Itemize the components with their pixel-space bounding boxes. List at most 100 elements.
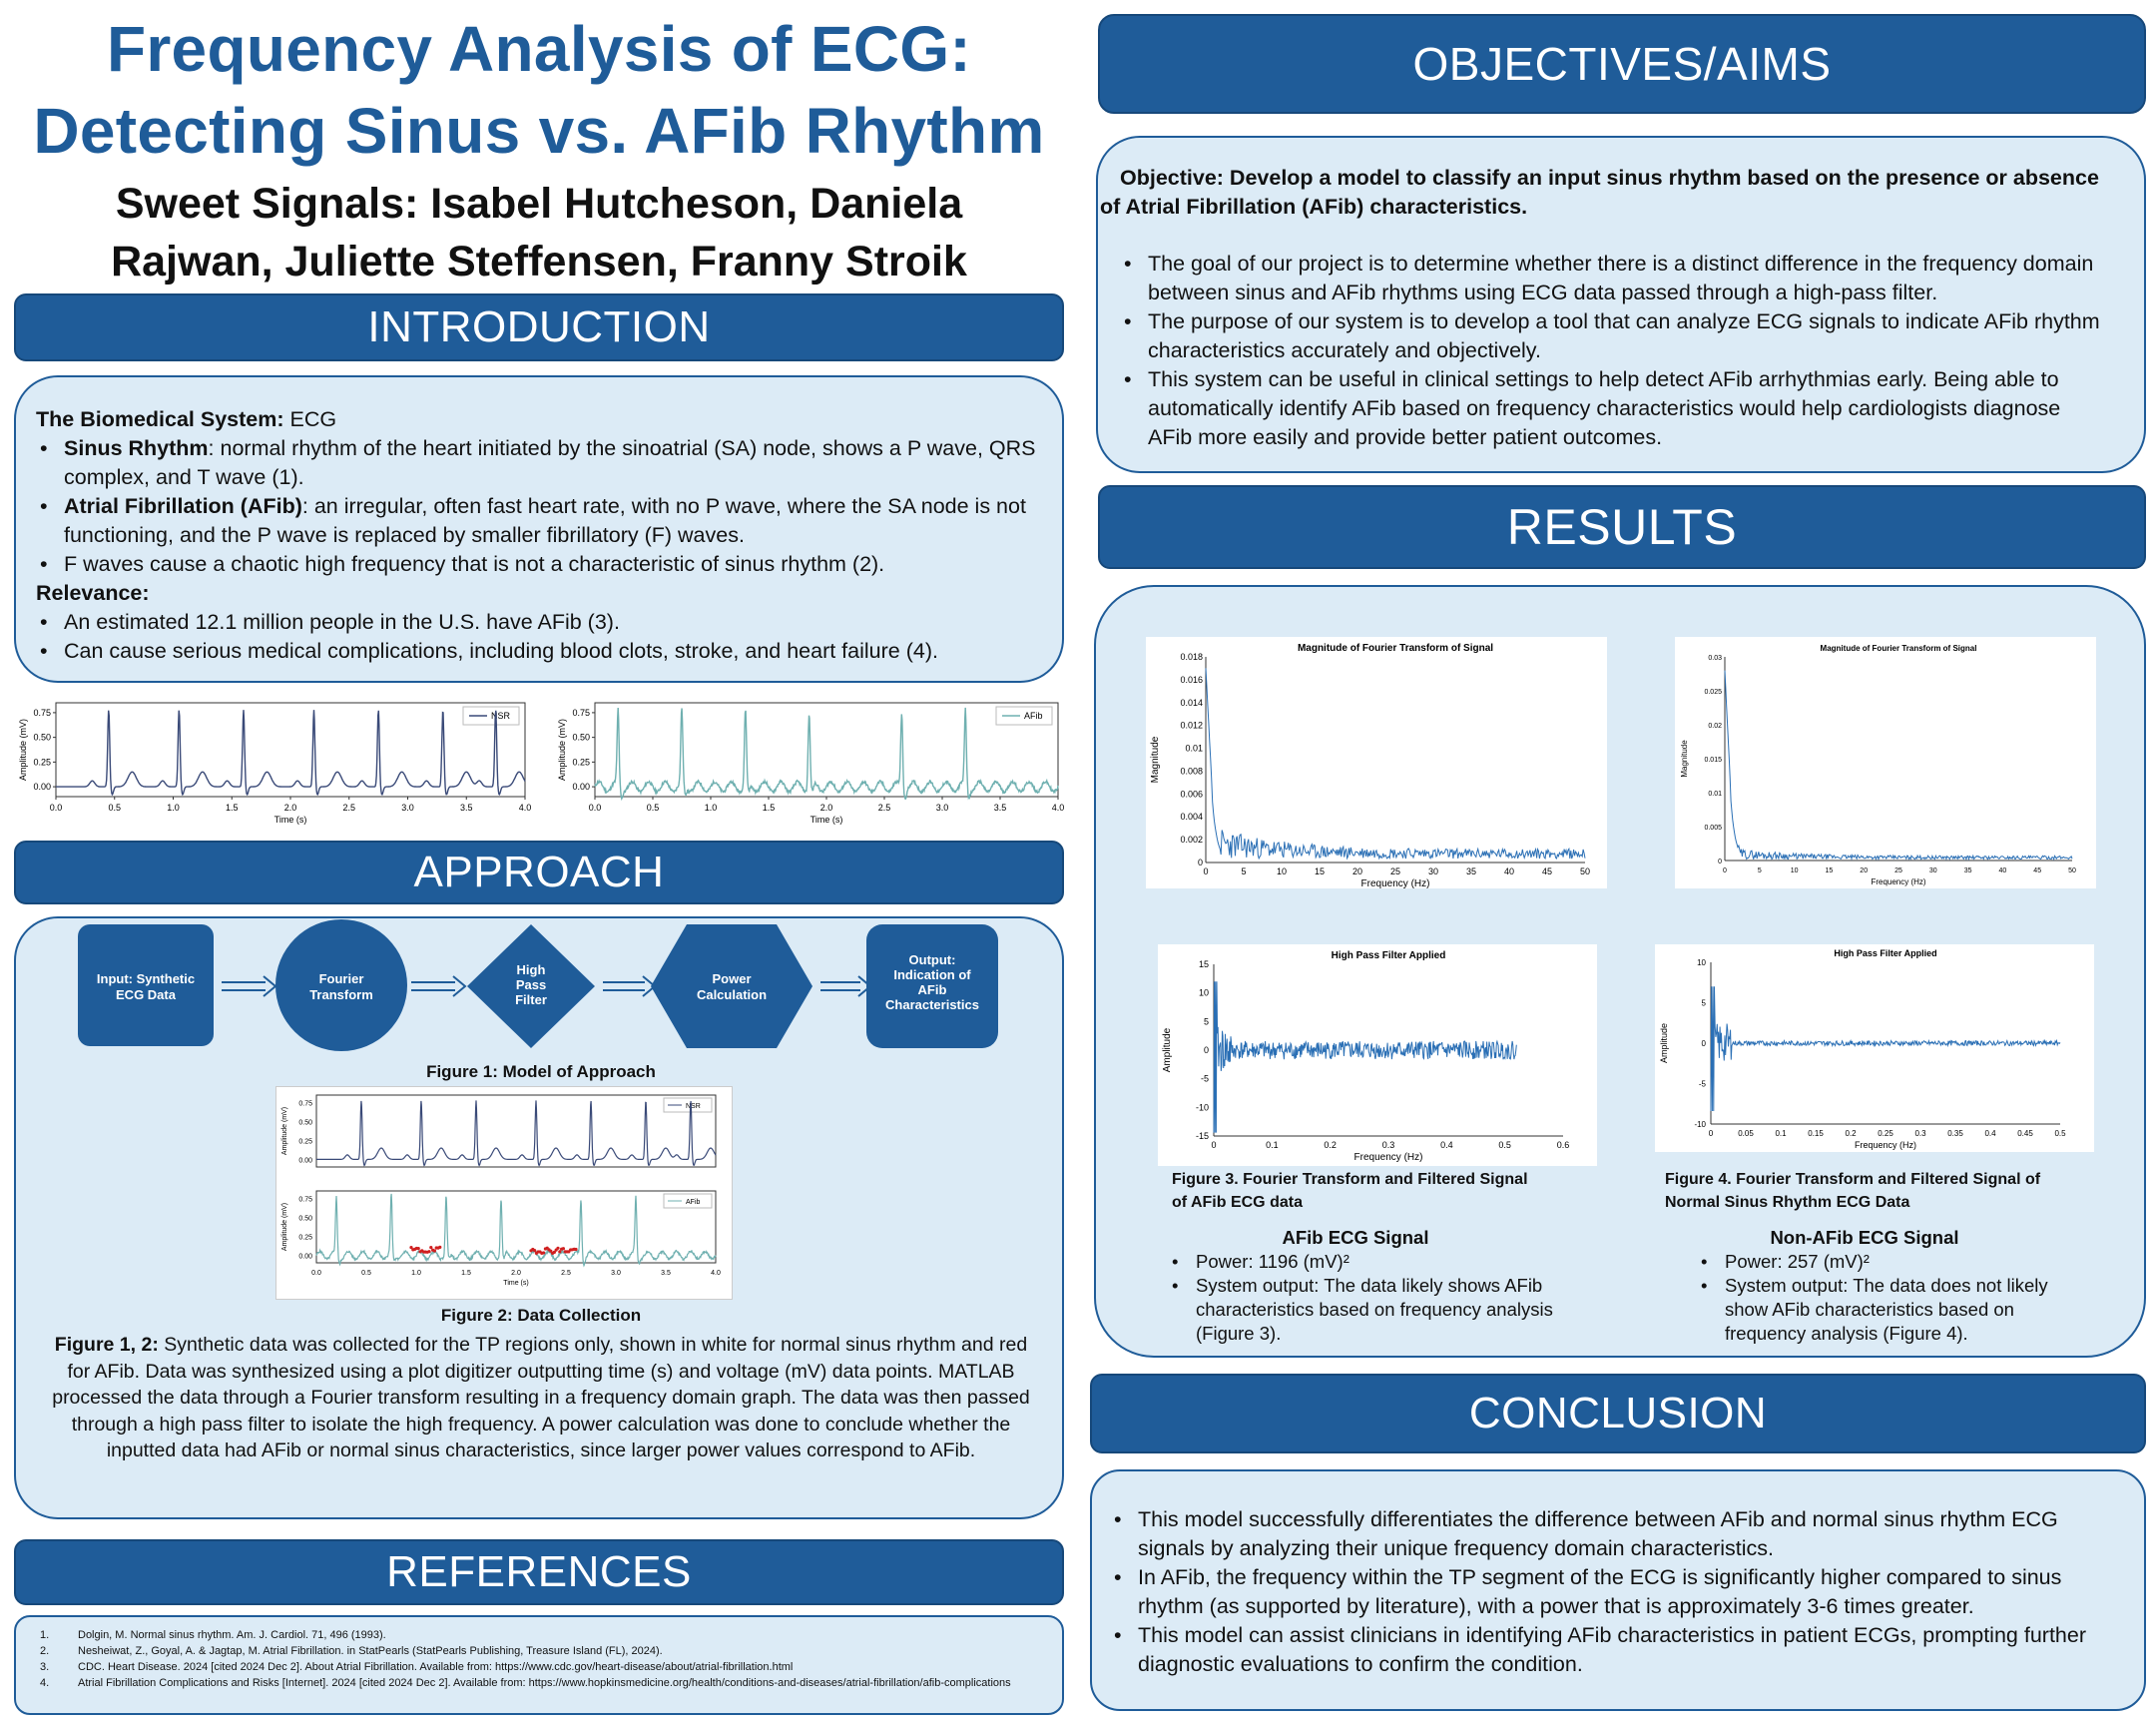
y-tick-label: 0.00 — [33, 782, 51, 792]
objective-bullet: This system can be useful in clinical se… — [1120, 365, 2104, 452]
x-tick-label: 2.0 — [820, 803, 833, 813]
y-tick-label: 0.75 — [572, 708, 590, 718]
y-tick-label: 5 — [1702, 999, 1707, 1008]
reference-item: 2. Nesheiwat, Z., Goyal, A. & Jagtap, M. … — [40, 1645, 663, 1657]
x-axis-label: Frequency (Hz) — [1361, 878, 1430, 888]
x-tick-label: 0.2 — [1845, 1129, 1857, 1138]
x-tick-label: 3.0 — [611, 1270, 621, 1277]
references-heading: REFERENCES — [14, 1539, 1064, 1605]
y-tick-label: 0.75 — [33, 708, 51, 718]
y-tick-label: 0.25 — [572, 757, 590, 767]
plot-frame — [315, 1190, 717, 1264]
y-tick-label: 0.006 — [1180, 789, 1203, 799]
afib-ecg-chart: 0.75 0.50 0.25 0.00 0.0 0.5 1.0 1.5 2.0 2.5 3.0 3.5… — [557, 702, 1064, 825]
y-tick-label: 5 — [1204, 1016, 1209, 1026]
nsr-series-line — [316, 1100, 717, 1167]
fft-title: Magnitude of Fourier Transform of Signal — [1821, 644, 1977, 653]
fig1-caption: Figure 1: Model of Approach — [426, 1062, 656, 1081]
y-tick-label: 0 — [1718, 859, 1722, 865]
x-tick-label: 35 — [1466, 866, 1476, 876]
legend-label: AFib — [686, 1199, 701, 1206]
authors-line1: Sweet Signals: Isabel Hutcheson, Daniela — [115, 180, 963, 228]
y-tick-label: 0.25 — [33, 757, 51, 767]
conclusion-bullet: In AFib, the frequency within the TP seg… — [1110, 1563, 2114, 1621]
x-tick-label: 30 — [1428, 866, 1438, 876]
y-tick-label: 0.03 — [1708, 655, 1722, 662]
hpf-title: High Pass Filter Applied — [1834, 948, 1936, 958]
hpf-series-line — [1710, 986, 2061, 1112]
nonafib-result-heading: Non-AFib ECG Signal — [1770, 1227, 1959, 1248]
legend-box — [663, 1193, 713, 1209]
x-tick-label: 10 — [1277, 866, 1287, 876]
objectives-panel: Objective: Develop a model to classify a… — [1096, 136, 2146, 473]
poster-title-line1: Frequency Analysis of ECG: — [106, 13, 972, 85]
x-tick-label: 15 — [1826, 867, 1834, 874]
y-tick-label: 0.00 — [298, 1157, 312, 1164]
y-tick-label: 0.012 — [1180, 721, 1203, 731]
y-axis-label: Amplitude — [1659, 1023, 1669, 1063]
y-tick-label: -5 — [1201, 1074, 1209, 1084]
x-tick-label: 0.5 — [108, 803, 121, 813]
fig4-caption: Figure 4. Fourier Transform and Filtered… — [1665, 1171, 2041, 1211]
x-tick-label: 0.35 — [1947, 1129, 1963, 1138]
x-tick-label: 2.5 — [561, 1270, 571, 1277]
x-tick-label: 3.5 — [460, 803, 473, 813]
nsr-series-line — [56, 710, 526, 797]
x-tick-label: 35 — [1964, 867, 1972, 874]
nonafib-result-bullet: Power: 257 (mV)² — [1697, 1250, 2064, 1274]
objective-statement: Objective: Develop a model to classify a… — [1100, 166, 2099, 219]
legend-box — [995, 706, 1053, 726]
y-tick-label: 0.00 — [298, 1253, 312, 1260]
y-tick-label: 0.50 — [298, 1216, 312, 1223]
x-tick-label: 1.5 — [461, 1270, 471, 1277]
y-tick-label: 0.75 — [298, 1101, 312, 1108]
x-tick-label: 0.4 — [1984, 1129, 1996, 1138]
hpf-title: High Pass Filter Applied — [1332, 950, 1446, 961]
x-tick-label: 0.3 — [1382, 1140, 1395, 1150]
x-tick-label: 25 — [1390, 866, 1400, 876]
y-tick-label: 0.002 — [1180, 835, 1203, 845]
results-heading: RESULTS — [1098, 485, 2146, 569]
x-tick-label: 0.1 — [1775, 1129, 1787, 1138]
nsr-ecg-chart: 0.75 0.50 0.25 0.00 0.0 0.5 1.0 1.5 2.0 2.5 3.0 3.5… — [18, 702, 531, 825]
afib-result-bullet: System output: The data likely shows AFi… — [1168, 1274, 1595, 1346]
introduction-heading: INTRODUCTION — [14, 293, 1064, 361]
reference-item: 3. CDC. Heart Disease. 2024 [cited 2024 D… — [40, 1661, 794, 1673]
afib-tp-marker — [432, 1249, 436, 1253]
afib-fft-plot: Magnitude of Fourier Transform of Signal… — [1146, 637, 1607, 889]
afib-tp-marker — [427, 1250, 431, 1254]
x-tick-label: 1.5 — [763, 803, 776, 813]
y-tick-label: 0.00 — [572, 782, 590, 792]
afib-tp-marker — [556, 1246, 560, 1250]
y-tick-label: 0.75 — [298, 1197, 312, 1204]
y-tick-label: 0 — [1702, 1039, 1707, 1048]
afib-result-bullet: Power: 1196 (mV)² — [1168, 1250, 1595, 1274]
legend-label: NSR — [686, 1103, 701, 1110]
x-tick-label: 5 — [1758, 867, 1762, 874]
y-tick-label: 15 — [1199, 959, 1209, 969]
x-tick-label: 15 — [1315, 866, 1325, 876]
y-tick-label: 0.016 — [1180, 675, 1203, 685]
x-tick-label: 0.6 — [1557, 1140, 1570, 1150]
y-tick-label: 0.01 — [1708, 791, 1722, 798]
x-tick-label: 0.0 — [311, 1270, 321, 1277]
plot-frame — [315, 1094, 717, 1168]
intro-bullet: Sinus Rhythm: normal rhythm of the heart… — [36, 434, 1038, 492]
afib-tp-marker — [561, 1247, 565, 1251]
nonafib-result-bullet: System output: The data does not likely … — [1697, 1274, 2064, 1346]
results-panel: Magnitude of Fourier Transform of Signal… — [1094, 585, 2146, 1358]
fft-series-line — [1205, 668, 1586, 861]
x-tick-label: 1.0 — [411, 1270, 421, 1277]
afib-tp-marker — [533, 1249, 537, 1253]
x-tick-label: 3.5 — [661, 1270, 671, 1277]
x-tick-label: 0 — [1723, 867, 1727, 874]
y-tick-label: 0.008 — [1180, 766, 1203, 776]
x-tick-label: 2.5 — [342, 803, 355, 813]
flow-input-box: Input: Synthetic ECG Data — [78, 924, 214, 1046]
x-tick-label: 0.25 — [1878, 1129, 1893, 1138]
nsr-fft-chart: Magnitude of Fourier Transform of Signal… — [1680, 644, 2076, 886]
y-tick-label: 0.005 — [1704, 825, 1722, 832]
x-tick-label: 50 — [1580, 866, 1590, 876]
